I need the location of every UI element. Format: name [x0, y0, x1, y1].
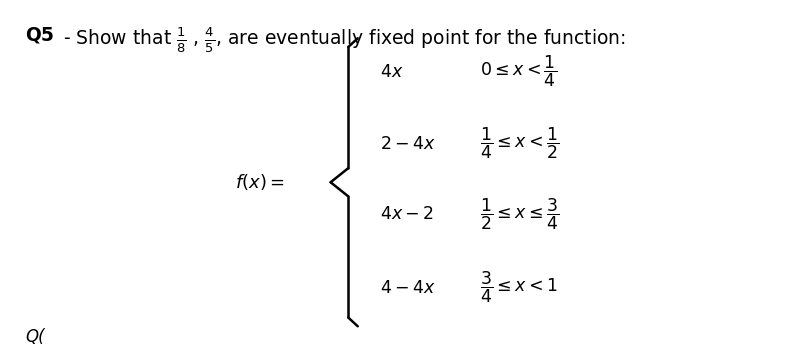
Text: $2 - 4x$: $2 - 4x$	[380, 135, 436, 153]
Text: Q(: Q(	[26, 327, 45, 346]
Text: $4x - 2$: $4x - 2$	[380, 205, 434, 223]
Text: $0 \leq x < \dfrac{1}{4}$: $0 \leq x < \dfrac{1}{4}$	[480, 54, 557, 89]
Text: $\dfrac{1}{4} \leq x < \dfrac{1}{2}$: $\dfrac{1}{4} \leq x < \dfrac{1}{2}$	[480, 126, 559, 161]
Text: $\dfrac{1}{2} \leq x \leq \dfrac{3}{4}$: $\dfrac{1}{2} \leq x \leq \dfrac{3}{4}$	[480, 196, 559, 232]
Text: - Show that $\frac{1}{8}$ , $\frac{4}{5}$, are eventually fixed point for the fu: - Show that $\frac{1}{8}$ , $\frac{4}{5}…	[62, 26, 626, 56]
Text: $f(x) =$: $f(x) =$	[234, 172, 285, 192]
Text: $4 - 4x$: $4 - 4x$	[380, 279, 436, 297]
Text: Q5: Q5	[26, 26, 54, 45]
Text: $\dfrac{3}{4} \leq x < 1$: $\dfrac{3}{4} \leq x < 1$	[480, 270, 558, 306]
Text: $4x$: $4x$	[380, 63, 403, 81]
